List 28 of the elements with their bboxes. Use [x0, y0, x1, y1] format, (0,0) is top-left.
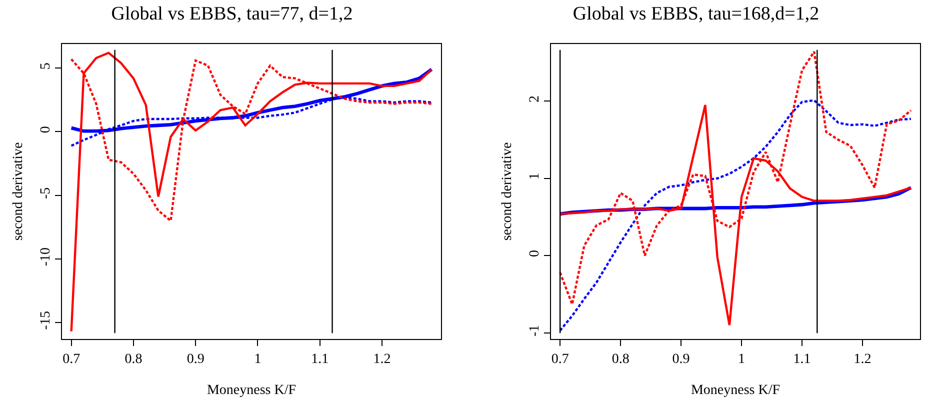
y-tick-label: 0: [527, 250, 542, 257]
x-tick-label: 1.2: [373, 352, 391, 367]
x-tick-label: 1.1: [793, 352, 811, 367]
x-tick-label: 1.2: [854, 352, 872, 367]
y-tick-label: 1: [527, 172, 542, 180]
x-tick-label: 1: [738, 352, 746, 367]
y-axis-title: second derivative: [500, 142, 515, 241]
x-tick-label: 0.8: [124, 352, 142, 367]
x-tick-label: 1: [254, 352, 262, 367]
y-tick-label: 0: [38, 126, 54, 134]
x-tick-label: 0.7: [62, 352, 80, 367]
x-axis-title: Moneyness K/F: [206, 383, 296, 398]
chart-title: Global vs EBBS, tau=77, d=1,2: [111, 4, 353, 25]
y-tick-label: 5: [38, 62, 54, 70]
x-tick-label: 0.9: [186, 352, 204, 367]
x-tick-label: 0.8: [612, 352, 630, 367]
chart-title: Global vs EBBS, tau=168,d=1,2: [572, 4, 820, 25]
y-axis-title: second derivative: [11, 142, 26, 241]
y-tick-label: 2: [527, 96, 542, 103]
y-tick-label: -1: [527, 324, 542, 337]
line-series: [70, 52, 433, 332]
y-tick-label: -15: [38, 311, 54, 330]
x-tick-label: 0.7: [551, 352, 569, 367]
y-tick-label: -5: [38, 187, 54, 200]
x-tick-label: 0.9: [672, 352, 690, 367]
x-tick-label: 1.1: [311, 352, 329, 367]
y-tick-label: -10: [38, 247, 54, 266]
x-axis-title: Moneyness K/F: [690, 383, 780, 398]
